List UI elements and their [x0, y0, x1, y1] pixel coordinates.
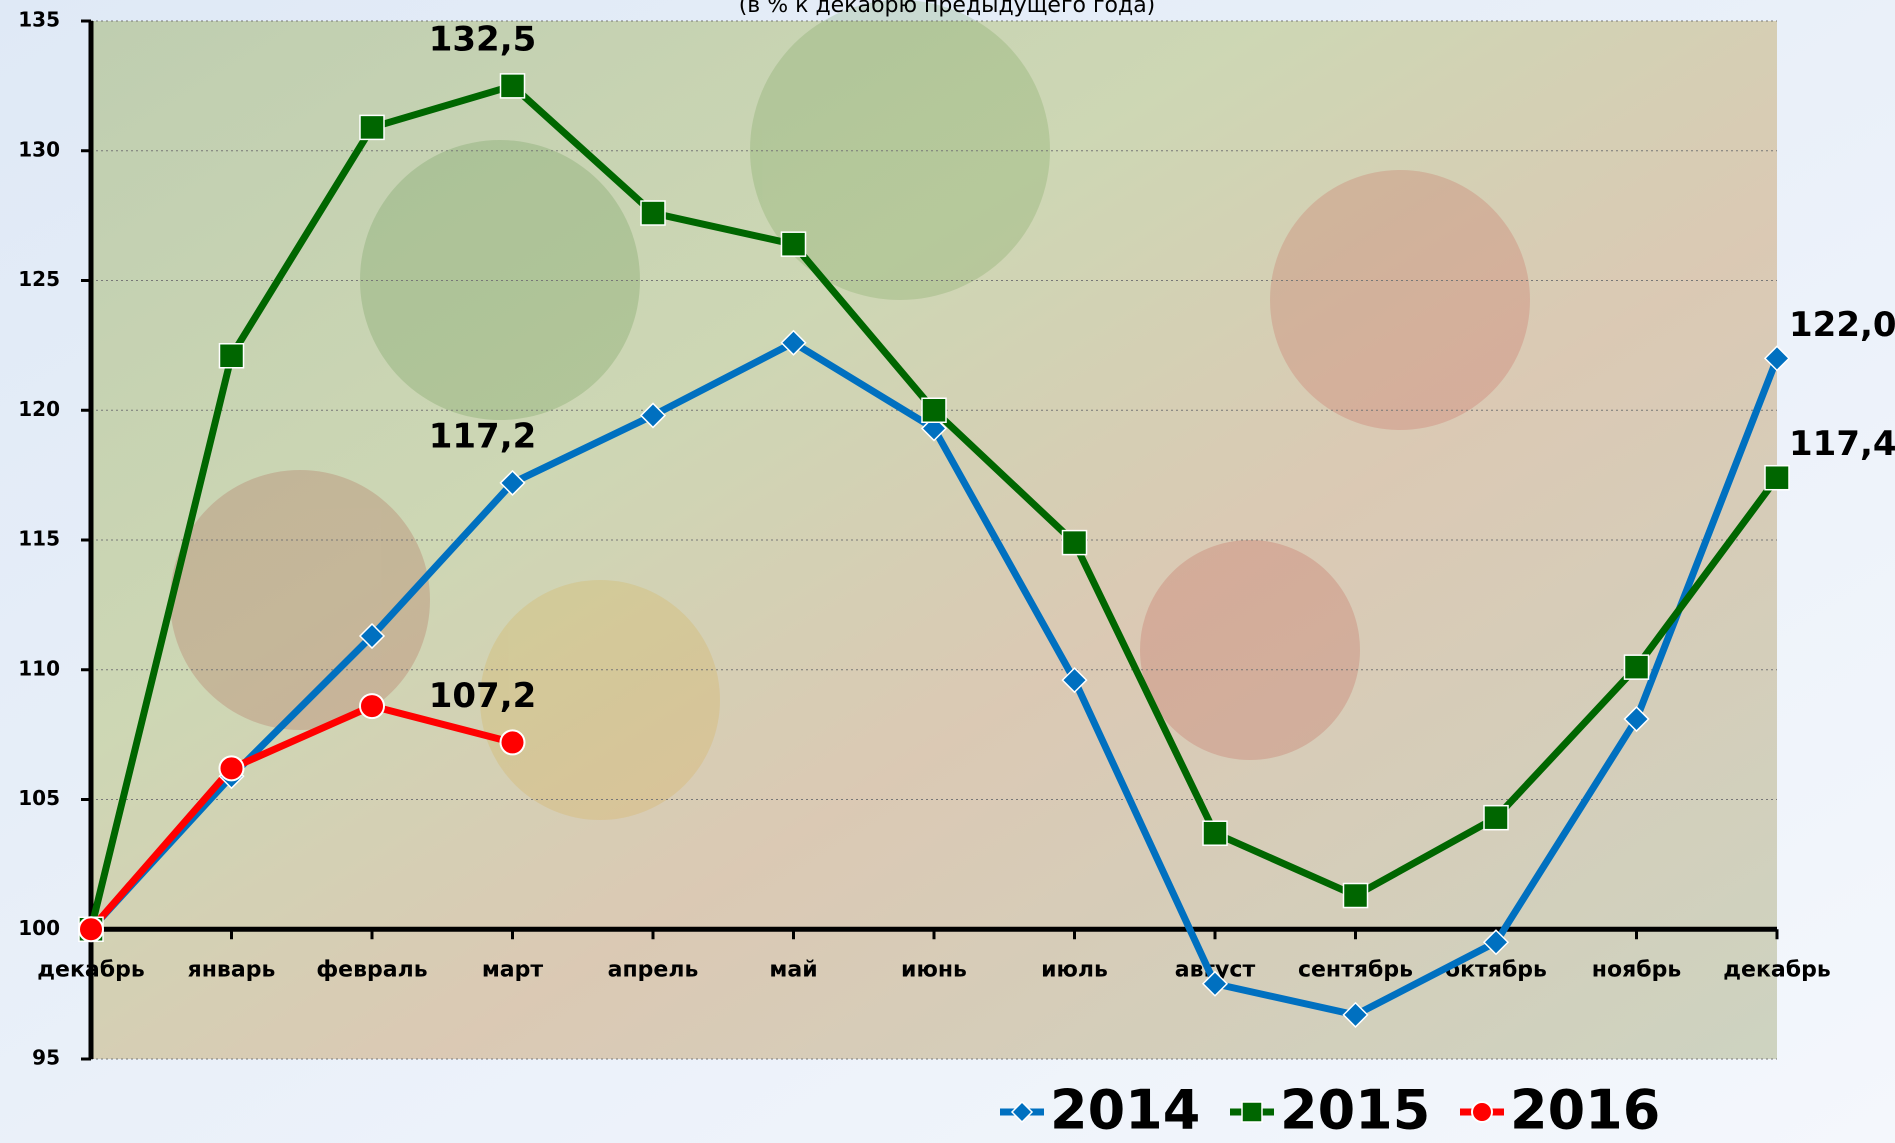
point	[1625, 655, 1649, 679]
chart: (в % к декабрю предыдущего года) 95 100 10…	[0, 0, 1895, 1143]
point	[501, 74, 525, 98]
x-tick-label: апрель	[608, 957, 699, 982]
legend-label: 2015	[1280, 1079, 1430, 1142]
x-tick-label: июль	[1041, 957, 1108, 982]
point	[79, 917, 103, 941]
point	[1203, 821, 1227, 845]
point	[220, 344, 244, 368]
y-tick-label: 100	[18, 916, 60, 940]
y-tick-label: 120	[18, 397, 60, 421]
x-tick-label: май	[769, 957, 817, 982]
y-tick-label: 110	[18, 656, 60, 680]
point	[782, 232, 806, 256]
y-tick-label: 135	[18, 8, 60, 32]
x-tick-label: январь	[188, 957, 276, 982]
data-label: 122,0	[1789, 305, 1895, 345]
data-label: 132,5	[429, 19, 537, 59]
point	[1344, 884, 1368, 908]
point	[641, 201, 665, 225]
y-tick-label: 115	[18, 527, 60, 551]
point	[1484, 806, 1508, 830]
chart-subtitle: (в % к декабрю предыдущего года)	[739, 0, 1156, 18]
y-tick-label: 95	[32, 1046, 60, 1070]
point	[220, 756, 244, 780]
legend-marker	[1242, 1102, 1262, 1122]
legend-marker	[1472, 1102, 1492, 1122]
point	[360, 115, 384, 139]
data-label: 117,4	[1789, 424, 1895, 464]
point	[1765, 466, 1789, 490]
data-label: 107,2	[429, 676, 537, 716]
point	[501, 730, 525, 754]
x-tick-label: март	[482, 957, 544, 982]
point	[1063, 531, 1087, 555]
page: (в % к декабрю предыдущего года) 95 100 10…	[0, 0, 1895, 1143]
legend-label: 2014	[1050, 1079, 1200, 1142]
y-tick-label: 105	[18, 786, 60, 810]
y-tick-label: 130	[18, 137, 60, 161]
x-tick-label: сентябрь	[1298, 957, 1413, 982]
x-tick-label: февраль	[316, 957, 427, 982]
x-tick-label: ноябрь	[1592, 957, 1681, 982]
x-tick-label: июнь	[901, 957, 967, 982]
point	[360, 694, 384, 718]
data-label: 117,2	[429, 416, 537, 456]
point	[922, 398, 946, 422]
legend-label: 2016	[1510, 1079, 1660, 1142]
x-tick-label: декабрь	[37, 957, 145, 982]
x-tick-label: декабрь	[1723, 957, 1831, 982]
y-tick-label: 125	[18, 267, 60, 291]
